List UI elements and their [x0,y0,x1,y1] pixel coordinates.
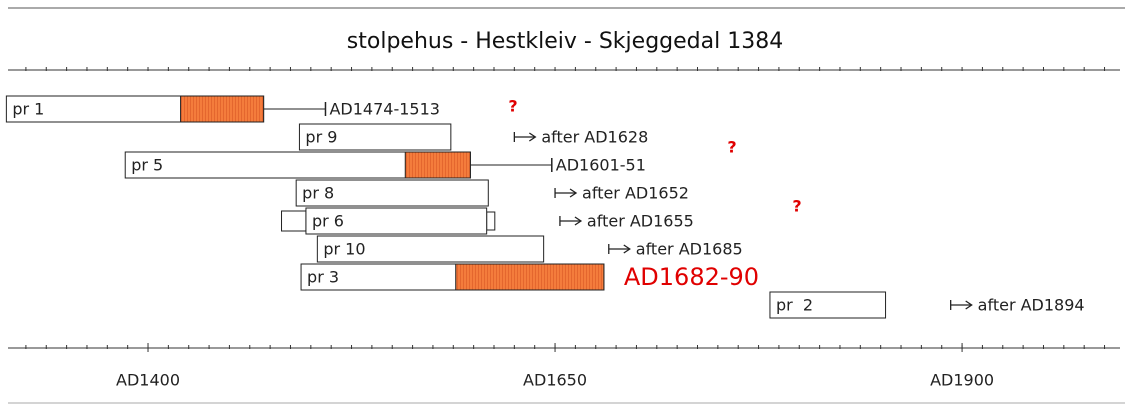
sample-box [295,179,489,207]
annotation: ? [508,97,517,116]
sample-box [305,207,488,235]
sample-name: pr 9 [305,128,337,147]
annotation: ? [727,138,736,157]
marker-head [569,188,578,198]
date-label: after AD1628 [541,128,648,147]
sample-name: pr 8 [302,184,334,203]
marker-head [574,216,583,226]
sample-name: pr 2 [776,296,813,315]
extra-box [281,210,307,232]
marker-head [528,132,537,142]
chart-title: stolpehus - Hestkleiv - Skjeggedal 1384 [347,29,783,54]
date-label: AD1682-90 [624,263,759,291]
date-label: after AD1652 [582,184,689,203]
x-tick-label: AD1650 [523,371,587,390]
sample-box [316,235,545,263]
sample-name: pr 6 [312,212,344,231]
x-tick-label: AD1400 [116,371,180,390]
x-tick-label: AD1900 [930,371,994,390]
date-label: after AD1655 [587,212,694,231]
annotation: ? [792,197,801,216]
sample-box [298,123,452,151]
marker-head [623,244,631,254]
sapwood [455,263,605,291]
date-label: after AD1685 [636,240,743,259]
marker-head [965,300,973,310]
sample-box [769,291,887,319]
sample-name: pr 5 [131,156,163,175]
sapwood [180,95,265,123]
date-label: AD1601-51 [556,156,646,175]
extra-box [486,211,496,231]
sample-name: pr 1 [12,100,44,119]
sample-name: pr 3 [307,268,339,287]
date-label: after AD1894 [978,296,1085,315]
sample-name: pr 10 [323,240,365,259]
sapwood [404,151,471,179]
date-label: AD1474-1513 [329,100,439,119]
